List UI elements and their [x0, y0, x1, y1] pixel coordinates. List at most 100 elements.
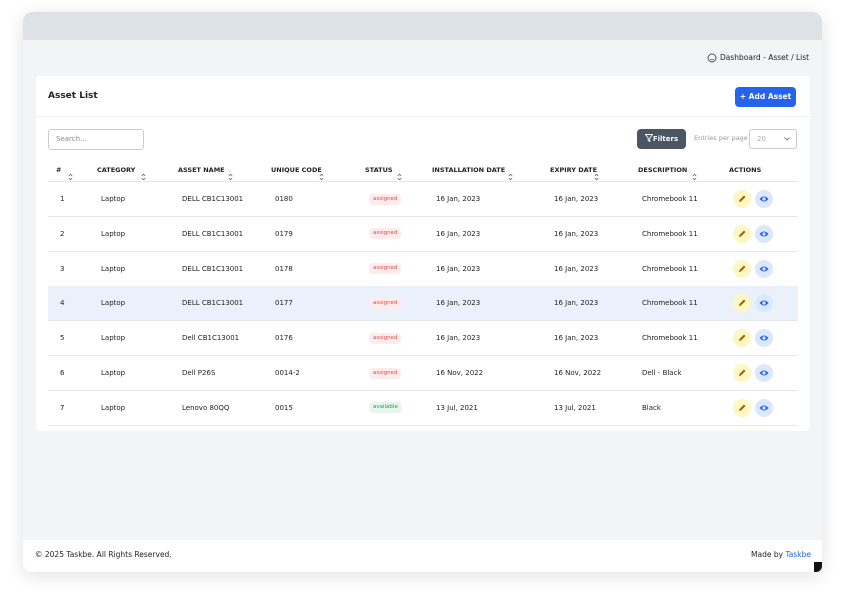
- dropdown-icon: [784, 137, 790, 141]
- table-cell: 16 Nov, 2022: [436, 369, 484, 377]
- sort-glyph: [228, 173, 233, 181]
- table-cell: 1: [60, 195, 65, 203]
- copyright: © 2025 Taskbe. All Rights Reserved.: [35, 550, 172, 559]
- edit-button[interactable]: [733, 398, 751, 417]
- divider: [36, 116, 810, 117]
- table-cell: 16 Nov, 2022: [554, 369, 602, 377]
- sort-glyph: [508, 173, 513, 181]
- table-cell: 0014-2: [275, 369, 300, 377]
- pencil-icon: [739, 369, 746, 376]
- table-cell: 0180: [275, 195, 293, 203]
- pencil-icon: [739, 404, 746, 411]
- table-cell: Dell - Black: [642, 369, 682, 377]
- table-cell: 0178: [275, 264, 293, 273]
- table-cell: 2: [60, 229, 65, 238]
- edit-button[interactable]: [733, 329, 751, 348]
- view-button[interactable]: [755, 190, 773, 208]
- sort-glyph: [692, 173, 697, 181]
- table-cell: 3: [60, 264, 65, 273]
- pencil-icon: [739, 195, 746, 202]
- table-cell: Lenovo 80QQ: [182, 403, 230, 412]
- status-badge: assigned: [369, 332, 402, 344]
- table-cell: 0179: [275, 229, 293, 238]
- table-cell: Dell CB1C13001: [182, 334, 240, 343]
- edit-button[interactable]: [733, 259, 751, 278]
- table-cell: DELL CB1C13001: [182, 299, 244, 308]
- breadcrumb-separator: -: [763, 53, 766, 62]
- table-row: [48, 286, 798, 322]
- table-cell: Chromebook 11: [642, 195, 698, 203]
- sort-glyph: [319, 173, 324, 181]
- filters-button[interactable]: Filters: [637, 129, 686, 149]
- edit-button[interactable]: [733, 224, 751, 243]
- breadcrumb-current: Asset / List: [768, 53, 810, 62]
- entries-select[interactable]: 20: [749, 129, 797, 149]
- edit-button[interactable]: [733, 294, 751, 313]
- view-button[interactable]: [755, 398, 773, 417]
- table-cell: DELL CB1C13001: [182, 195, 244, 203]
- table-cell: 16 Jan, 2023: [436, 264, 481, 273]
- view-button[interactable]: [755, 224, 773, 243]
- column-header: CATEGORY: [97, 166, 136, 174]
- table-cell: DELL CB1C13001: [182, 229, 244, 238]
- view-button[interactable]: [755, 259, 773, 278]
- status-badge: available: [369, 402, 402, 414]
- view-button[interactable]: [755, 364, 773, 382]
- sort-icon[interactable]: [397, 166, 402, 181]
- table-cell: Chromebook 11: [642, 299, 698, 308]
- table-row: [48, 356, 798, 391]
- add-button[interactable]: + Add Asset: [735, 87, 796, 107]
- sort-icon[interactable]: [508, 166, 513, 181]
- table-cell: Laptop: [101, 195, 126, 203]
- sort-icon[interactable]: [692, 166, 697, 181]
- made-by-text: Made by: [751, 550, 784, 559]
- sort-icon[interactable]: [68, 166, 73, 181]
- column-header: DESCRIPTION: [638, 166, 688, 174]
- breadcrumb-link[interactable]: Dashboard: [720, 53, 761, 62]
- eye-icon: [759, 196, 769, 202]
- table-cell: 16 Jan, 2023: [436, 299, 481, 308]
- entries-label: Entries per page: [694, 134, 748, 142]
- sort-icon[interactable]: [319, 166, 324, 181]
- status-badge: assigned: [369, 263, 402, 275]
- edit-button[interactable]: [733, 190, 751, 208]
- view-button[interactable]: [755, 294, 773, 313]
- pencil-icon: [739, 334, 746, 342]
- sort-glyph: [68, 173, 73, 181]
- table-cell: Chromebook 11: [642, 334, 698, 343]
- table-cell: 0015: [275, 403, 293, 412]
- table-cell: 16 Jan, 2023: [554, 264, 599, 273]
- eye-icon: [759, 405, 769, 411]
- pencil-icon: [739, 299, 746, 307]
- table-cell: 16 Jan, 2023: [554, 229, 599, 238]
- view-button[interactable]: [755, 329, 773, 348]
- table-row: [48, 391, 798, 426]
- sort-icon[interactable]: [141, 166, 146, 181]
- search-input[interactable]: Search...: [48, 129, 144, 150]
- table-cell: Laptop: [101, 334, 126, 343]
- brand-link[interactable]: Taskbe: [785, 550, 811, 559]
- pencil-icon: [739, 265, 746, 272]
- status-badge: assigned: [369, 367, 402, 379]
- footer: [23, 540, 822, 572]
- sort-icon[interactable]: [594, 166, 599, 181]
- card-title: Asset List: [48, 91, 98, 101]
- status-badge: assigned: [369, 228, 402, 240]
- table-cell: 0177: [275, 299, 293, 308]
- table-cell: Chromebook 11: [642, 264, 698, 273]
- table-cell: Laptop: [101, 403, 126, 412]
- edit-button[interactable]: [733, 364, 751, 382]
- pencil-icon: [739, 230, 746, 237]
- table-cell: 16 Jan, 2023: [554, 195, 599, 203]
- entries-value: 20: [757, 135, 766, 143]
- table-cell: 13 Jul, 2021: [554, 403, 596, 412]
- header-divider: [48, 181, 798, 182]
- column-header: EXPIRY DATE: [550, 166, 598, 174]
- eye-icon: [759, 231, 769, 237]
- sort-icon[interactable]: [228, 166, 233, 181]
- table-cell: Laptop: [101, 264, 126, 273]
- table-cell: 16 Jan, 2023: [554, 299, 599, 308]
- table-cell: Laptop: [101, 229, 126, 238]
- filter-icon: [644, 134, 654, 143]
